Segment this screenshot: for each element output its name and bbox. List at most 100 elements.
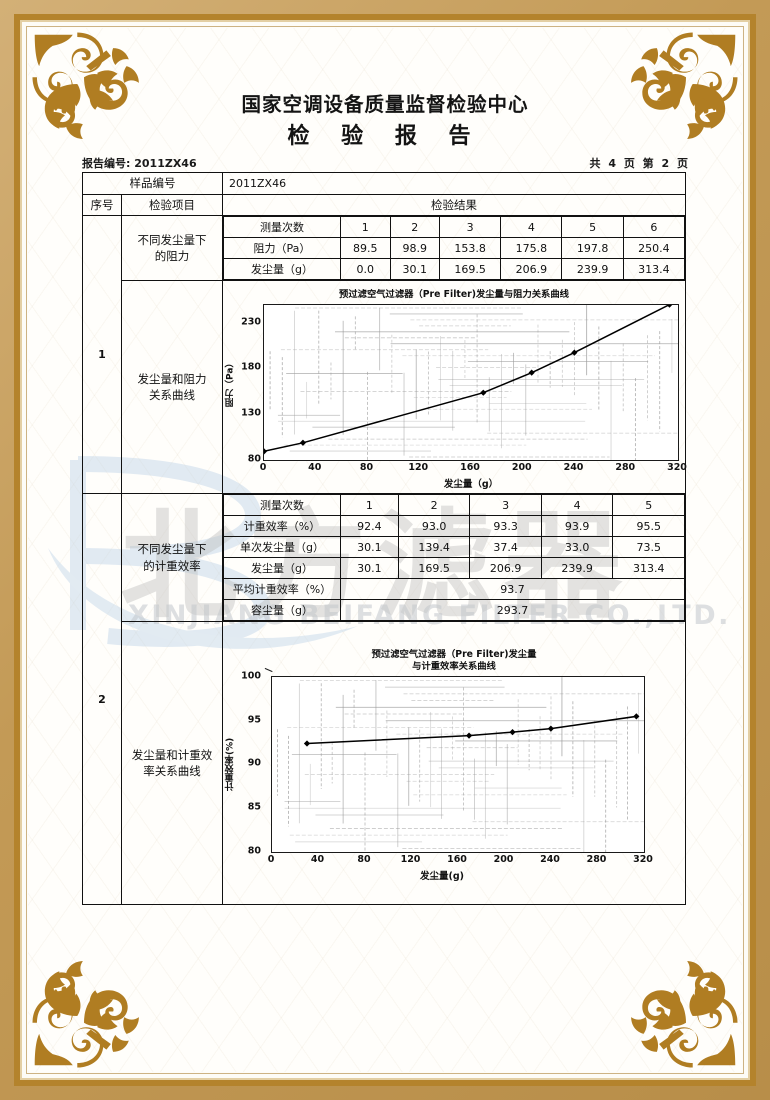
metric-value: 169.5 [397,557,471,580]
data-point-marker [547,725,554,732]
metric-value: 175.8 [500,237,563,260]
report-number: 报告编号: 2011ZX46 [82,157,197,170]
issuing-organization: 国家空调设备质量监督检验中心 [241,93,529,116]
x-tick-label: 160 [447,853,467,865]
x-tick-label: 280 [615,461,636,473]
sub-col-3: 3 [438,216,502,239]
chart2-xlabel: 发尘量(g) [420,870,464,882]
data-point-marker [509,728,516,736]
x-tick-label: 240 [563,461,584,473]
x-tick-label: 40 [308,461,322,473]
metric-value: 93.7 [340,578,685,601]
sub-header-row: 测量次数 1 2 3 4 5 6 [223,216,686,239]
table-row-dust-capacity: 容尘量（g） 293.7 [223,599,685,622]
table-row-single-dust: 单次发尘量（g） 30.1 139.4 37.4 33.0 73.5 [223,536,685,559]
metric-name: 平均计重效率（%） [223,578,341,601]
chart2-plot-area [271,675,645,853]
metric-name: 发尘量（g） [223,258,341,281]
chart1-plot-area [263,303,679,461]
y-tick-label: 100 [241,670,261,682]
chart-resistance: 预过滤空气过滤器（Pre Filter)发尘量与阻力关系曲线 阻力（Pa） 80… [223,285,687,490]
floral-corner-ornament-icon [28,28,140,140]
metric-value: 153.8 [438,237,502,260]
table-header-row: 序号 检验项目 检验结果 [82,193,686,217]
y-tick-label: 85 [247,801,261,813]
metric-value: 169.5 [438,258,502,281]
y-tick-label: 80 [247,845,261,857]
y-tick-label: 230 [241,316,261,328]
chart1-cell: 预过滤空气过滤器（Pre Filter)发尘量与阻力关系曲线 阻力（Pa） 80… [222,280,687,495]
page-title: 检 验 报 告 [287,124,483,149]
metric-value: 37.4 [469,536,542,559]
floral-corner-ornament-icon [630,960,742,1072]
y-tick-label: 95 [247,714,261,726]
col-header-result: 检验结果 [222,193,686,217]
x-tick-label: 320 [667,461,687,473]
x-tick-label: 0 [267,853,275,865]
x-tick-label: 40 [310,853,325,865]
metric-name: 阻力（Pa） [223,237,341,260]
table-row-cumulative-dust: 发尘量（g） 30.1 169.5 206.9 239.9 313.4 [223,557,685,580]
metric-value: 73.5 [612,536,685,559]
metric-value: 239.9 [540,557,614,580]
metric-value: 92.4 [340,515,399,538]
metric-value: 93.0 [397,515,471,538]
metric-value: 93.3 [469,515,542,538]
chart-svg [264,304,678,460]
chart2-cell: − 预过滤空气过滤器（Pre Filter)发尘量 与计重效率关系曲线 计重效率(… [222,621,686,906]
x-tick-label: 200 [511,461,532,473]
data-series-line [264,304,670,452]
x-tick-label: 80 [357,853,371,865]
sub-header-row: 测量次数 1 2 3 4 5 [223,494,685,517]
row-item-resistance: 不同发尘量下 的阻力 [121,215,223,282]
metric-name: 计重效率（%） [223,515,341,538]
x-tick-label: 280 [586,853,607,865]
sample-no-value: 2011ZX46 [222,172,686,195]
table-row-avg-efficiency: 平均计重效率（%） 93.7 [223,578,685,601]
col-header-item: 检验项目 [121,193,223,217]
data-point-marker [666,304,673,308]
col-header-sn: 序号 [82,193,122,217]
x-tick-label: 120 [400,853,421,865]
efficiency-sub-table: 测量次数 1 2 3 4 5 计重效率（%） 92.4 93.0 93.3 [223,494,685,622]
floral-corner-ornament-icon [28,960,140,1072]
metric-value: 30.1 [340,536,399,559]
chart1-title: 预过滤空气过滤器（Pre Filter)发尘量与阻力关系曲线 [339,289,569,301]
x-tick-label: 240 [540,853,560,865]
sub-col-2: 2 [397,494,471,517]
chart2-y-axis-ticks: 80 85 90 95 100 [237,670,263,857]
sub-col-6: 6 [622,216,686,239]
metric-value: 0.0 [340,258,391,281]
x-tick-label: 200 [493,853,514,865]
data-point-marker [571,349,578,356]
table-row-resistance: 1 不同发尘量下 的阻力 测量次数 1 2 3 4 5 6 [82,215,686,495]
metric-value: 30.1 [340,557,399,580]
sub-col-5: 5 [612,494,685,517]
sub-col-4: 4 [500,216,563,239]
data-point-marker [633,713,640,720]
data-point-marker [465,732,473,739]
resistance-sub-table: 测量次数 1 2 3 4 5 6 阻力（Pa） 89.5 98.9 [223,216,686,281]
x-tick-label: 160 [460,461,480,473]
chart1-plot-row: 阻力（Pa） 80 130 180 230 [223,303,685,464]
y-tick-label: 90 [247,757,261,769]
metric-value: 30.1 [389,258,440,281]
chart2-x-axis-ticks: 0 40 80 120 160 200 240 280 320 [267,853,653,867]
sub-col-1: 1 [340,216,391,239]
data-point-marker [480,389,487,396]
chart1-x-axis-ticks: 0 40 80 120 160 200 240 280 320 [260,461,687,475]
chart-efficiency: − 预过滤空气过滤器（Pre Filter)发尘量 与计重效率关系曲线 计重效率(… [223,645,685,882]
chart2-ylabel: 计重效率(%) [225,737,236,792]
metric-value: 313.4 [612,557,685,580]
table-row-gravimetric-eff: 计重效率（%） 92.4 93.0 93.3 93.9 95.5 [223,515,685,538]
table-row-chart1: 发尘量和阻力 关系曲线 预过滤空气过滤器（Pre Filter)发尘量与阻力关系曲… [83,280,687,495]
metric-name: 单次发尘量（g） [223,536,341,559]
row-item-resistance-curve: 发尘量和阻力 关系曲线 [121,280,223,495]
table-row-chart2: 发尘量和计重效 率关系曲线 − 预过滤空气过滤器（Pre Filter)发尘量 与计… [83,621,686,906]
metric-value: 293.7 [340,599,685,622]
sub-col-4: 4 [540,494,614,517]
metric-value: 93.9 [540,515,614,538]
data-point-marker [303,740,311,747]
